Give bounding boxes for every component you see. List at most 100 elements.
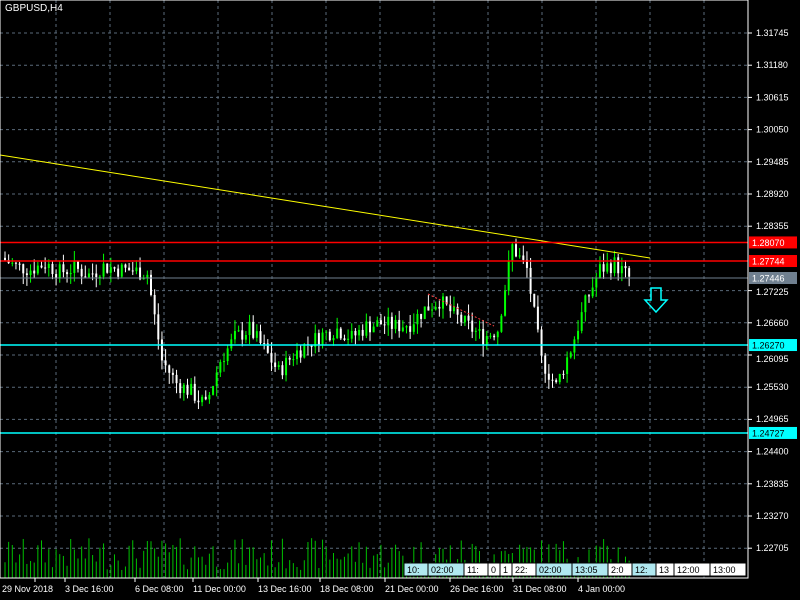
price-tick-label: 1.25530 bbox=[756, 382, 789, 392]
time-tag-label: 02:00 bbox=[539, 565, 562, 575]
candle-body bbox=[80, 268, 83, 277]
candle-body bbox=[120, 264, 123, 277]
candle-body bbox=[398, 319, 401, 332]
candle-body bbox=[420, 313, 423, 319]
candle-body bbox=[233, 331, 236, 340]
pattern-line bbox=[427, 293, 495, 327]
candle-body bbox=[423, 306, 426, 319]
candle-body bbox=[584, 295, 587, 313]
candle-body bbox=[588, 295, 590, 297]
candle-body bbox=[62, 264, 65, 273]
candle-body bbox=[471, 320, 474, 332]
price-tick-label: 1.31180 bbox=[756, 60, 788, 70]
candle-body bbox=[551, 379, 554, 381]
candle-body bbox=[109, 267, 112, 273]
time-tag[interactable] bbox=[709, 562, 747, 577]
candle-body bbox=[281, 365, 284, 376]
candle-body bbox=[613, 257, 616, 274]
candle-body bbox=[474, 330, 477, 332]
candle-body bbox=[22, 264, 25, 274]
candle-body bbox=[405, 326, 408, 328]
candle-body bbox=[536, 306, 539, 330]
candle-body bbox=[91, 273, 94, 275]
candle-body bbox=[274, 362, 277, 367]
candle-body bbox=[504, 290, 507, 316]
candle-body bbox=[51, 263, 54, 275]
candle-body bbox=[463, 315, 466, 323]
candle-body bbox=[343, 338, 346, 340]
candle-body bbox=[175, 374, 178, 384]
candle-body bbox=[252, 321, 255, 338]
candle-body bbox=[485, 336, 488, 346]
time-tick-label: 29 Nov 2018 bbox=[2, 584, 53, 594]
candle-body bbox=[409, 326, 412, 332]
candle-body bbox=[160, 339, 163, 361]
candle-body bbox=[204, 396, 207, 400]
candle-body bbox=[87, 273, 90, 278]
candle-body bbox=[379, 320, 382, 325]
candle-body bbox=[296, 350, 298, 360]
price-tick-label: 1.26095 bbox=[756, 354, 789, 364]
time-tick-label: 3 Dec 16:00 bbox=[65, 584, 114, 594]
candle-body bbox=[442, 296, 444, 309]
level-label: 1.27744 bbox=[752, 257, 785, 267]
candle-body bbox=[365, 321, 368, 336]
candle-body bbox=[449, 304, 452, 312]
candle-body bbox=[58, 264, 61, 278]
trend-line[interactable] bbox=[0, 154, 651, 259]
candle-body bbox=[347, 338, 350, 340]
candle-body bbox=[314, 333, 317, 347]
time-tag-label: 12:00 bbox=[677, 565, 700, 575]
candle-body bbox=[387, 316, 390, 326]
candle-body bbox=[25, 273, 28, 275]
candle-body bbox=[591, 287, 594, 297]
candle-body bbox=[44, 267, 47, 269]
time-tick-label: 26 Dec 16:00 bbox=[450, 584, 504, 594]
candle-body bbox=[390, 316, 393, 329]
candle-body bbox=[372, 326, 375, 333]
candle-body bbox=[215, 372, 218, 387]
candle-body bbox=[431, 309, 434, 311]
candle-body bbox=[401, 327, 404, 332]
candles bbox=[4, 238, 631, 410]
candle-body bbox=[328, 331, 331, 341]
grid bbox=[0, 0, 748, 578]
candle-body bbox=[533, 293, 536, 307]
candle-body bbox=[617, 257, 620, 274]
time-tick-label: 4 Jan 00:00 bbox=[578, 584, 625, 594]
candle-body bbox=[452, 306, 455, 312]
candle-body bbox=[325, 331, 328, 333]
time-tag-label: 13:05 bbox=[575, 565, 598, 575]
candle-body bbox=[98, 276, 101, 278]
candle-body bbox=[197, 400, 200, 403]
candle-body bbox=[266, 343, 269, 353]
time-tick-label: 11 Dec 00:00 bbox=[193, 584, 246, 594]
candle-body bbox=[299, 350, 302, 358]
candle-body bbox=[540, 329, 543, 356]
candle-body bbox=[73, 260, 76, 274]
candle-body bbox=[489, 335, 492, 337]
candle-body bbox=[577, 330, 580, 340]
candle-body bbox=[55, 274, 58, 278]
candle-body bbox=[124, 264, 127, 268]
candle-body bbox=[113, 267, 116, 269]
plot-frame bbox=[0, 0, 749, 579]
candle-body bbox=[292, 359, 295, 361]
time-tag-label: 02:00 bbox=[431, 565, 454, 575]
time-tick-label: 18 Dec 08:00 bbox=[320, 584, 374, 594]
candle-body bbox=[29, 270, 32, 275]
price-tick-label: 1.30615 bbox=[756, 92, 789, 102]
candle-body bbox=[467, 315, 470, 321]
candle-body bbox=[285, 357, 288, 376]
candle-body bbox=[321, 332, 324, 346]
candle-body bbox=[33, 270, 36, 274]
candle-body bbox=[496, 331, 499, 338]
candle-body bbox=[339, 328, 342, 339]
candle-body bbox=[11, 262, 14, 264]
candle-body bbox=[416, 313, 419, 325]
candle-body bbox=[171, 372, 174, 375]
candle-body bbox=[255, 331, 258, 338]
candle-body bbox=[201, 396, 204, 403]
candle-body bbox=[230, 339, 233, 349]
